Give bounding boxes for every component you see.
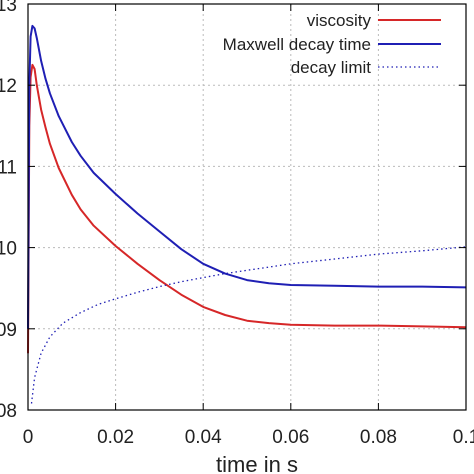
x-tick-label: 0.06 [272, 427, 309, 448]
y-tick-label: 10 [0, 239, 17, 260]
legend-label: viscosity [307, 11, 372, 30]
series-lines [27, 24, 467, 404]
y-tick-label: 08 [0, 401, 17, 422]
legend-label: Maxwell decay time [223, 35, 371, 54]
y-tick-label: 13 [0, 0, 17, 16]
y-tick-label: 12 [0, 76, 17, 97]
series-line-viscosity [27, 63, 467, 354]
x-tick-label: 0.08 [360, 427, 397, 448]
series-line-decay-limit [30, 246, 467, 404]
grid [28, 4, 466, 410]
x-tick-label: 0.1 [453, 427, 474, 448]
x-tick-label: 0.02 [97, 427, 134, 448]
legend: viscosity Maxwell decay time decay limit [223, 11, 441, 77]
legend-label: decay limit [291, 58, 372, 77]
y-tick-label: 09 [0, 320, 17, 341]
axis-ticks: 0 0.02 0.04 0.06 0.08 0.1 08 09 10 11 12 13 [0, 0, 474, 448]
x-axis-label: time in s [216, 452, 298, 474]
x-tick-label: 0.04 [185, 427, 222, 448]
x-tick-label: 0 [23, 427, 34, 448]
series-line-maxwell-decay-time [27, 24, 467, 329]
plot-frame [27, 3, 467, 411]
y-tick-label: 11 [0, 157, 17, 178]
